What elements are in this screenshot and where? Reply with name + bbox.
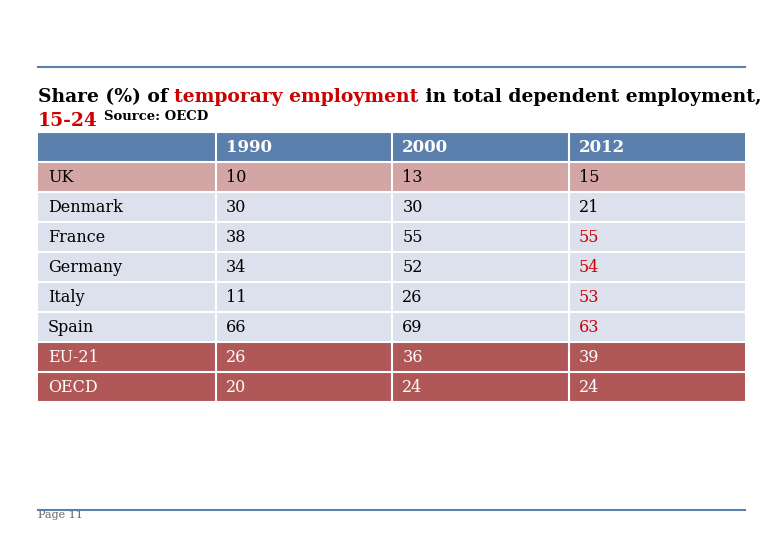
Text: 55: 55 xyxy=(579,228,599,246)
Text: UK: UK xyxy=(48,168,73,186)
Text: 24: 24 xyxy=(402,379,423,395)
Bar xyxy=(38,222,745,252)
Text: 30: 30 xyxy=(402,199,423,215)
Bar xyxy=(38,372,745,402)
Text: Italy: Italy xyxy=(48,288,84,306)
Text: 24: 24 xyxy=(579,379,599,395)
Text: 26: 26 xyxy=(226,348,246,366)
Text: 2012: 2012 xyxy=(579,138,625,156)
Bar xyxy=(38,312,745,342)
Text: 11: 11 xyxy=(226,288,246,306)
Text: 1990: 1990 xyxy=(226,138,272,156)
Text: 69: 69 xyxy=(402,319,423,335)
Text: 39: 39 xyxy=(579,348,599,366)
Text: temporary employment: temporary employment xyxy=(175,88,419,106)
Text: 54: 54 xyxy=(579,259,599,275)
Text: in total dependent employment,: in total dependent employment, xyxy=(419,88,761,106)
Text: 20: 20 xyxy=(226,379,246,395)
Bar xyxy=(38,282,745,312)
Bar xyxy=(38,192,745,222)
Text: 10: 10 xyxy=(226,168,246,186)
Bar xyxy=(38,342,745,372)
Text: 30: 30 xyxy=(226,199,246,215)
Bar xyxy=(38,252,745,282)
Text: EU-21: EU-21 xyxy=(48,348,99,366)
Text: Spain: Spain xyxy=(48,319,94,335)
Text: 15: 15 xyxy=(579,168,599,186)
Text: OECD: OECD xyxy=(48,379,98,395)
Text: Denmark: Denmark xyxy=(48,199,123,215)
Text: 38: 38 xyxy=(226,228,246,246)
Text: 53: 53 xyxy=(579,288,599,306)
Text: 34: 34 xyxy=(226,259,246,275)
Bar xyxy=(38,162,745,192)
Text: France: France xyxy=(48,228,105,246)
Text: 13: 13 xyxy=(402,168,423,186)
Text: 63: 63 xyxy=(579,319,599,335)
Text: Page 11: Page 11 xyxy=(38,510,83,520)
Text: 66: 66 xyxy=(226,319,246,335)
Text: 55: 55 xyxy=(402,228,423,246)
Text: 2000: 2000 xyxy=(402,138,448,156)
Bar xyxy=(38,132,745,162)
Text: Share (%) of: Share (%) of xyxy=(38,88,175,106)
Text: 15-24: 15-24 xyxy=(38,112,98,130)
Text: Source: OECD: Source: OECD xyxy=(104,110,208,123)
Text: 26: 26 xyxy=(402,288,423,306)
Text: Germany: Germany xyxy=(48,259,122,275)
Text: 36: 36 xyxy=(402,348,423,366)
Text: 21: 21 xyxy=(579,199,599,215)
Text: 52: 52 xyxy=(402,259,423,275)
